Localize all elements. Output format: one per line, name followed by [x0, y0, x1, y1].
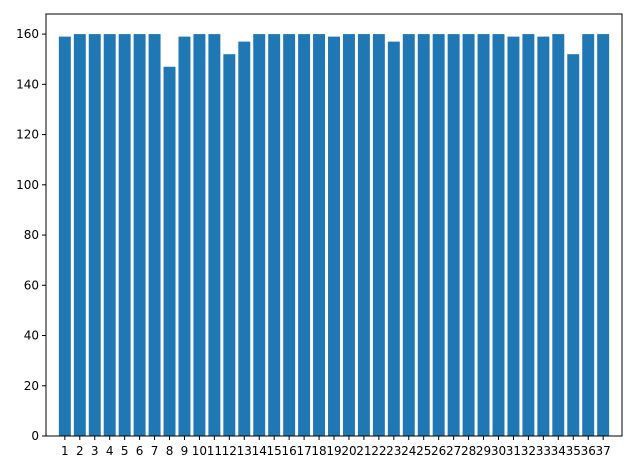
- bar-37: [597, 34, 610, 436]
- x-tick-label-23: 23: [386, 444, 401, 458]
- bar-6: [133, 34, 146, 436]
- x-tick-label-5: 5: [121, 444, 129, 458]
- x-tick-label-15: 15: [267, 444, 282, 458]
- bars-group: [58, 34, 610, 436]
- bar-27: [447, 34, 460, 436]
- bar-11: [208, 34, 221, 436]
- x-tick-label-37: 37: [596, 444, 611, 458]
- bar-24: [402, 34, 415, 436]
- x-tick-label-11: 11: [207, 444, 222, 458]
- bar-21: [357, 34, 370, 436]
- y-tick-label-100: 100: [16, 178, 39, 192]
- bar-29: [477, 34, 490, 436]
- y-tick-label-120: 120: [16, 128, 39, 142]
- axes-frame: [45, 13, 623, 437]
- x-tick-label-7: 7: [151, 444, 159, 458]
- bar-12: [223, 54, 236, 436]
- x-tick-label-31: 31: [506, 444, 521, 458]
- x-tick-label-24: 24: [401, 444, 416, 458]
- x-tick-label-21: 21: [356, 444, 371, 458]
- bar-35: [567, 54, 580, 436]
- x-tick-label-4: 4: [106, 444, 114, 458]
- bar-30: [492, 34, 505, 436]
- bar-28: [462, 34, 475, 436]
- bar-23: [387, 41, 400, 436]
- x-tick-label-17: 17: [296, 444, 311, 458]
- x-tick-label-27: 27: [446, 444, 461, 458]
- bar-33: [537, 36, 550, 436]
- x-tick-label-18: 18: [311, 444, 326, 458]
- x-tick-label-20: 20: [341, 444, 356, 458]
- x-tick-label-34: 34: [551, 444, 566, 458]
- bar-19: [328, 36, 340, 436]
- y-tick-label-0: 0: [31, 429, 39, 443]
- x-tick-label-29: 29: [476, 444, 491, 458]
- bar-4: [103, 34, 116, 436]
- x-tick-label-14: 14: [252, 444, 267, 458]
- bar-10: [193, 34, 206, 436]
- x-tick-label-8: 8: [166, 444, 174, 458]
- x-tick-label-9: 9: [181, 444, 189, 458]
- x-tick-label-26: 26: [431, 444, 446, 458]
- y-tick-label-80: 80: [24, 228, 39, 242]
- x-tick-label-33: 33: [536, 444, 551, 458]
- bar-2: [73, 34, 86, 436]
- bar-26: [432, 34, 445, 436]
- x-tick-label-12: 12: [222, 444, 237, 458]
- x-tick-label-28: 28: [461, 444, 476, 458]
- x-tick-label-30: 30: [491, 444, 506, 458]
- bar-15: [268, 34, 281, 436]
- bar-31: [507, 36, 520, 436]
- bar-5: [118, 34, 131, 436]
- x-tick-label-22: 22: [371, 444, 386, 458]
- bar-22: [372, 34, 385, 436]
- x-axis-ticks: 1 2 3 4 5 6 7 8 9 10 11 12 13 14 15 16 17 18 19 20 21 22 23 24 2…: [61, 436, 611, 458]
- x-tick-label-3: 3: [91, 444, 99, 458]
- x-tick-label-1: 1: [61, 444, 69, 458]
- bar-1: [58, 36, 71, 436]
- y-tick-label-60: 60: [24, 278, 39, 292]
- y-tick-label-20: 20: [24, 379, 39, 393]
- bar-18: [313, 34, 326, 436]
- bar-25: [417, 34, 430, 436]
- y-tick-label-140: 140: [16, 77, 39, 91]
- bar-36: [582, 34, 595, 436]
- bar-32: [522, 34, 535, 436]
- bar-7: [148, 34, 161, 436]
- y-tick-label-40: 40: [24, 329, 39, 343]
- x-tick-label-2: 2: [76, 444, 84, 458]
- bar-20: [342, 34, 355, 436]
- y-tick-label-160: 160: [16, 27, 39, 41]
- bar-9: [178, 36, 191, 436]
- bar-3: [88, 34, 101, 436]
- bar-13: [238, 41, 251, 436]
- x-tick-label-36: 36: [581, 444, 596, 458]
- x-tick-label-10: 10: [192, 444, 207, 458]
- x-tick-label-6: 6: [136, 444, 144, 458]
- x-tick-label-16: 16: [281, 444, 296, 458]
- bar-34: [552, 34, 565, 436]
- bar-17: [298, 34, 311, 436]
- x-tick-label-19: 19: [326, 444, 341, 458]
- bar-8: [163, 66, 176, 436]
- x-tick-label-35: 35: [566, 444, 581, 458]
- x-tick-label-13: 13: [237, 444, 252, 458]
- bar-14: [253, 34, 266, 436]
- x-tick-label-32: 32: [521, 444, 536, 458]
- y-axis-ticks: 0 20 40 60 80 100 120 140 160: [16, 27, 46, 443]
- x-tick-label-25: 25: [416, 444, 431, 458]
- bar-16: [283, 34, 296, 436]
